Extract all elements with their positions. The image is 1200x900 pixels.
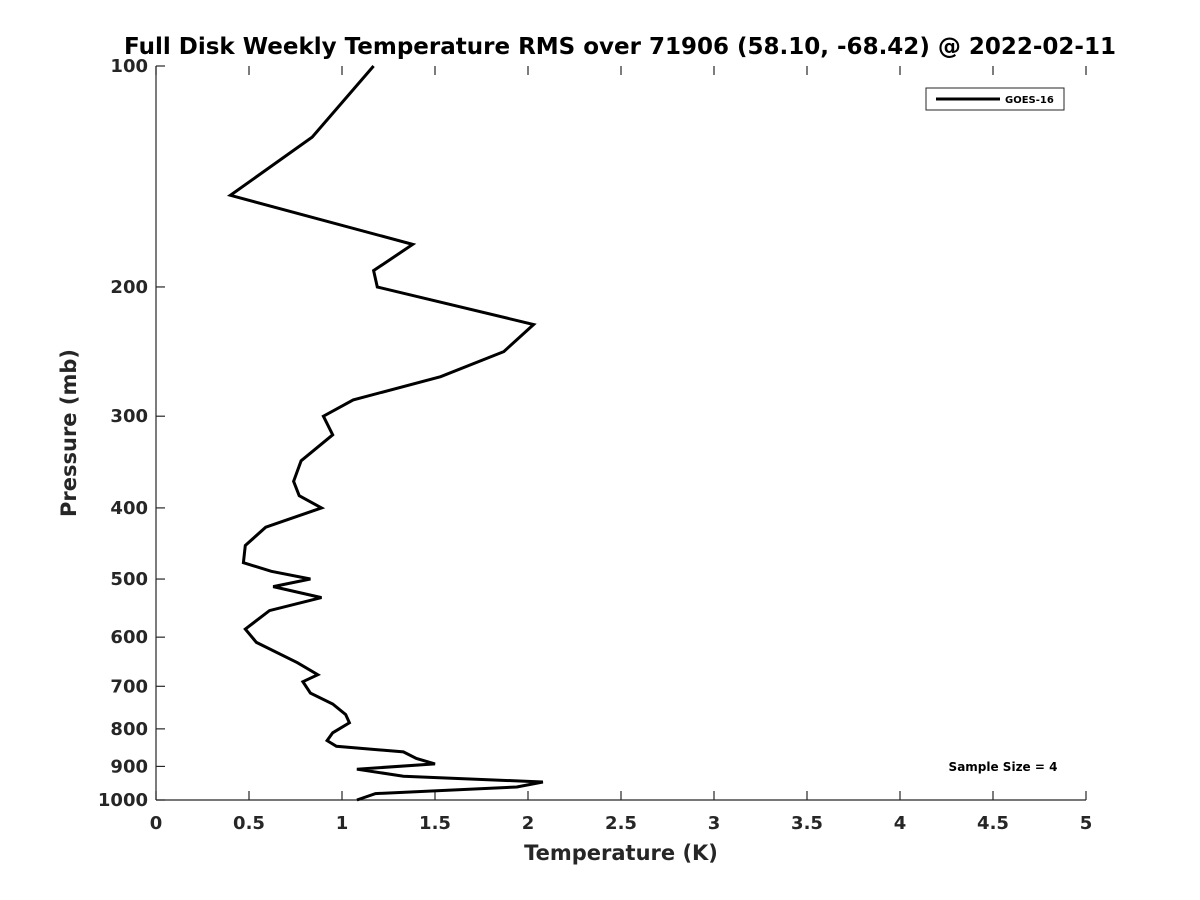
y-tick-label-3: 400 xyxy=(110,498,148,519)
y-axis-ticks: 100 200 300 400 500 600 700 800 900 1000 xyxy=(98,56,165,811)
series-line-goes-16 xyxy=(226,65,544,802)
x-tick-label-1: 0.5 xyxy=(233,813,265,834)
legend-entry-goes-16: GOES-16 xyxy=(1005,95,1054,106)
y-axis-label: Pressure (mb) xyxy=(57,349,81,517)
y-tick-label-0: 100 xyxy=(110,56,148,77)
y-tick-label-7: 800 xyxy=(110,719,148,740)
y-tick-label-9: 1000 xyxy=(98,790,148,811)
y-tick-label-2: 300 xyxy=(110,406,148,427)
x-axis-label: Temperature (K) xyxy=(524,841,718,865)
sample-size-annotation: Sample Size = 4 xyxy=(949,760,1058,774)
x-tick-label-4: 2 xyxy=(522,813,535,834)
y-tick-label-4: 500 xyxy=(110,569,148,590)
x-tick-label-0: 0 xyxy=(150,813,163,834)
x-tick-label-8: 4 xyxy=(894,813,907,834)
x-tick-label-10: 5 xyxy=(1080,813,1093,834)
x-tick-label-7: 3.5 xyxy=(791,813,823,834)
y-tick-label-6: 700 xyxy=(110,676,148,697)
chart-title: Full Disk Weekly Temperature RMS over 71… xyxy=(124,34,1116,60)
x-tick-label-9: 4.5 xyxy=(977,813,1009,834)
y-tick-label-1: 200 xyxy=(110,277,148,298)
legend: GOES-16 xyxy=(925,87,1065,111)
x-tick-label-5: 2.5 xyxy=(605,813,637,834)
y-tick-label-8: 900 xyxy=(110,756,148,777)
y-tick-label-5: 600 xyxy=(110,627,148,648)
plot-axes xyxy=(155,66,1086,801)
x-tick-label-3: 1.5 xyxy=(419,813,451,834)
x-tick-label-2: 1 xyxy=(336,813,349,834)
x-axis-ticks: 0 0.5 1 1.5 2 2.5 3 3.5 4 4.5 5 xyxy=(150,66,1093,834)
series-group xyxy=(226,65,544,802)
x-tick-label-6: 3 xyxy=(708,813,721,834)
